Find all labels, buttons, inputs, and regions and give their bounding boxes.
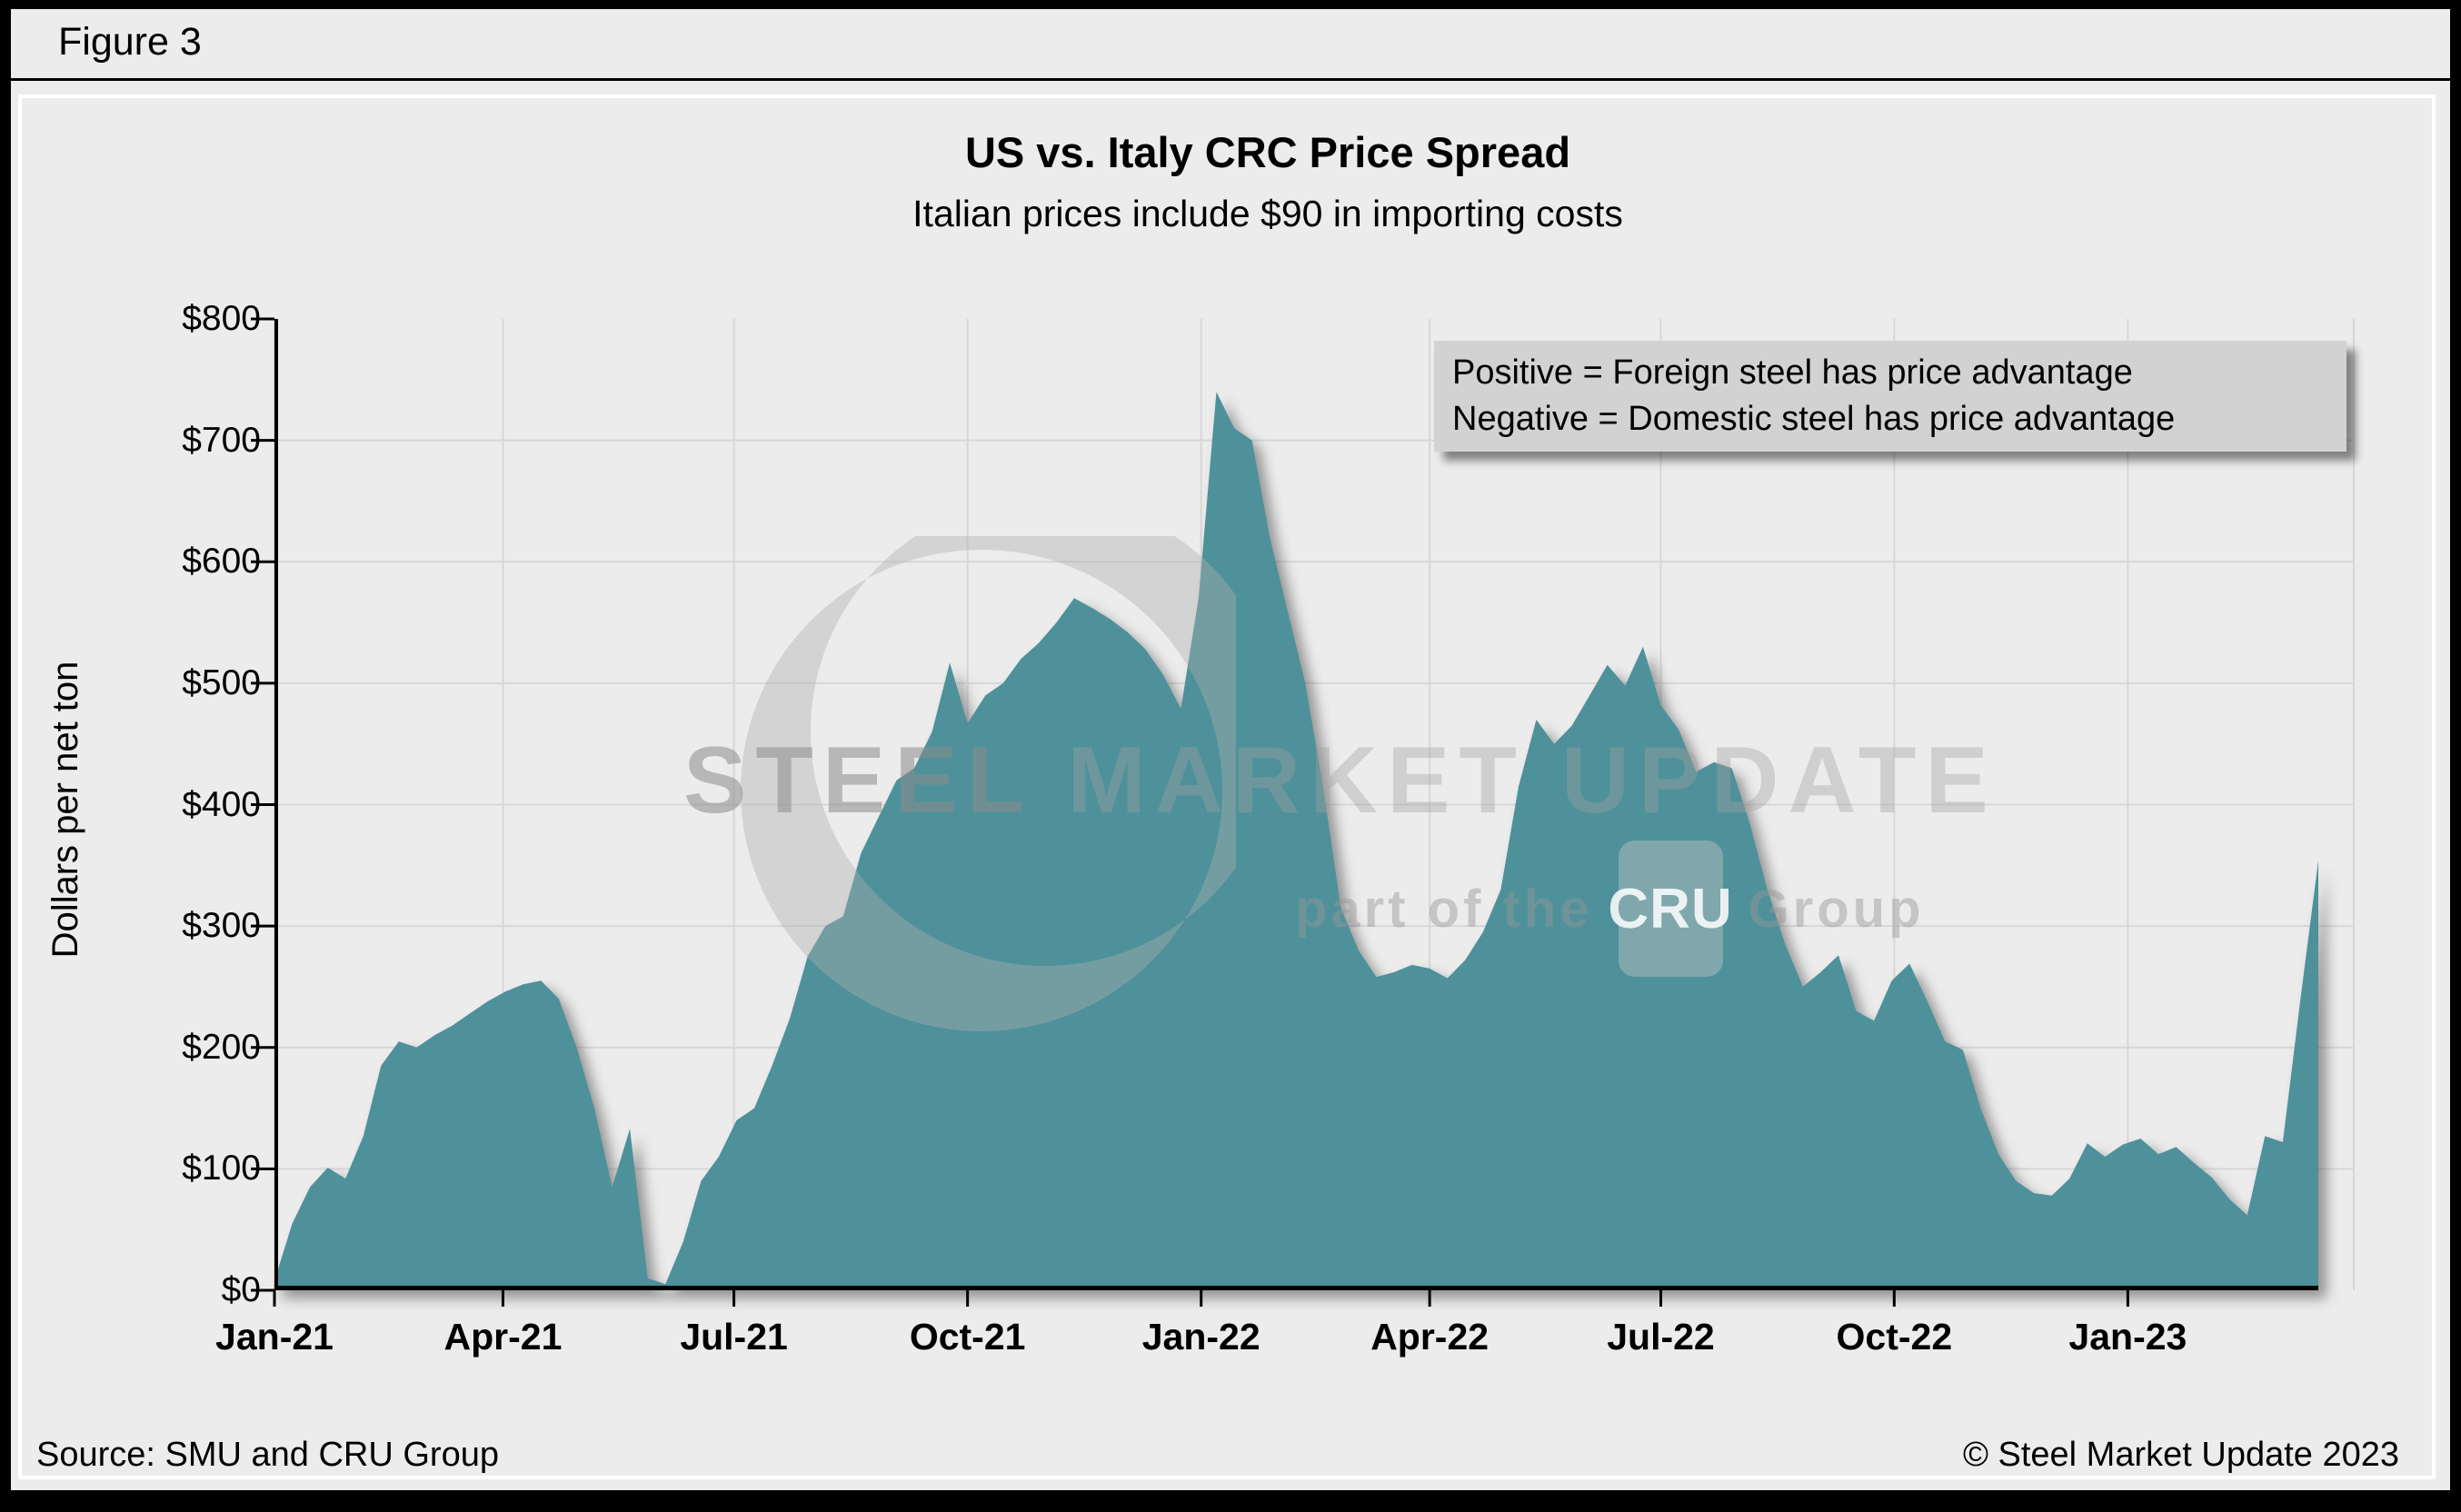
x-tick-label: Jan-22 xyxy=(1141,1316,1260,1358)
x-tick-label: Oct-21 xyxy=(909,1316,1026,1358)
chart-title: US vs. Italy CRC Price Spread xyxy=(964,128,1571,176)
y-tick-label: $100 xyxy=(182,1149,261,1189)
copyright-note: © Steel Market Update 2023 xyxy=(1962,1436,2399,1474)
y-tick-label: $700 xyxy=(182,420,261,460)
legend-box: Positive = Foreign steel has price advan… xyxy=(1434,341,2346,452)
price-spread-area-chart xyxy=(251,317,2355,1307)
y-tick-label: $800 xyxy=(182,299,261,338)
header-divider xyxy=(11,78,2450,81)
x-tick-label: Jul-22 xyxy=(1607,1316,1715,1358)
x-tick-label: Apr-21 xyxy=(443,1316,563,1358)
axes xyxy=(251,317,2318,1307)
legend-line-negative: Negative = Domestic steel has price adva… xyxy=(1452,400,2176,438)
y-tick-label: $500 xyxy=(182,662,261,702)
x-tick-label: Jul-21 xyxy=(680,1316,788,1358)
figure-label: Figure 3 xyxy=(58,20,202,64)
x-tick-label: Oct-22 xyxy=(1836,1316,1953,1358)
x-tick-label: Apr-22 xyxy=(1370,1316,1490,1358)
legend-line-positive: Positive = Foreign steel has price advan… xyxy=(1452,353,2133,392)
source-note: Source: SMU and CRU Group xyxy=(36,1436,499,1474)
y-tick-label: $0 xyxy=(221,1270,261,1309)
y-tick-label: $600 xyxy=(182,542,261,582)
y-tick-label: $400 xyxy=(182,784,261,824)
x-tick-label: Jan-21 xyxy=(215,1316,334,1358)
y-tick-label: $200 xyxy=(182,1027,261,1067)
x-tick-label: Jan-23 xyxy=(2068,1316,2187,1358)
y-tick-label: $300 xyxy=(182,906,261,946)
price-spread-area xyxy=(274,392,2318,1290)
chart-subtitle: Italian prices include $90 in importing … xyxy=(912,193,1623,234)
